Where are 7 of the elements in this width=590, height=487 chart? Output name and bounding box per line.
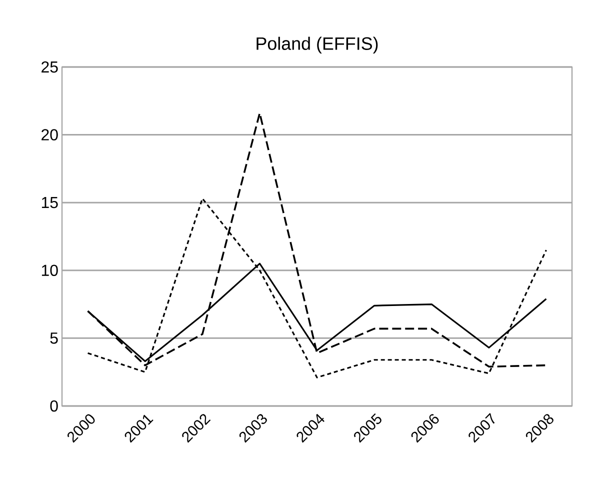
y-tick-label: 5 xyxy=(50,332,58,344)
y-tick-label: 20 xyxy=(42,129,58,140)
y-tick-label: 0 xyxy=(50,400,58,412)
y-tick-label: 10 xyxy=(42,264,58,276)
chart-title: Poland (EFFIS) xyxy=(256,36,378,54)
y-tick-label: 15 xyxy=(42,197,58,208)
y-tick-label: 25 xyxy=(42,61,58,73)
